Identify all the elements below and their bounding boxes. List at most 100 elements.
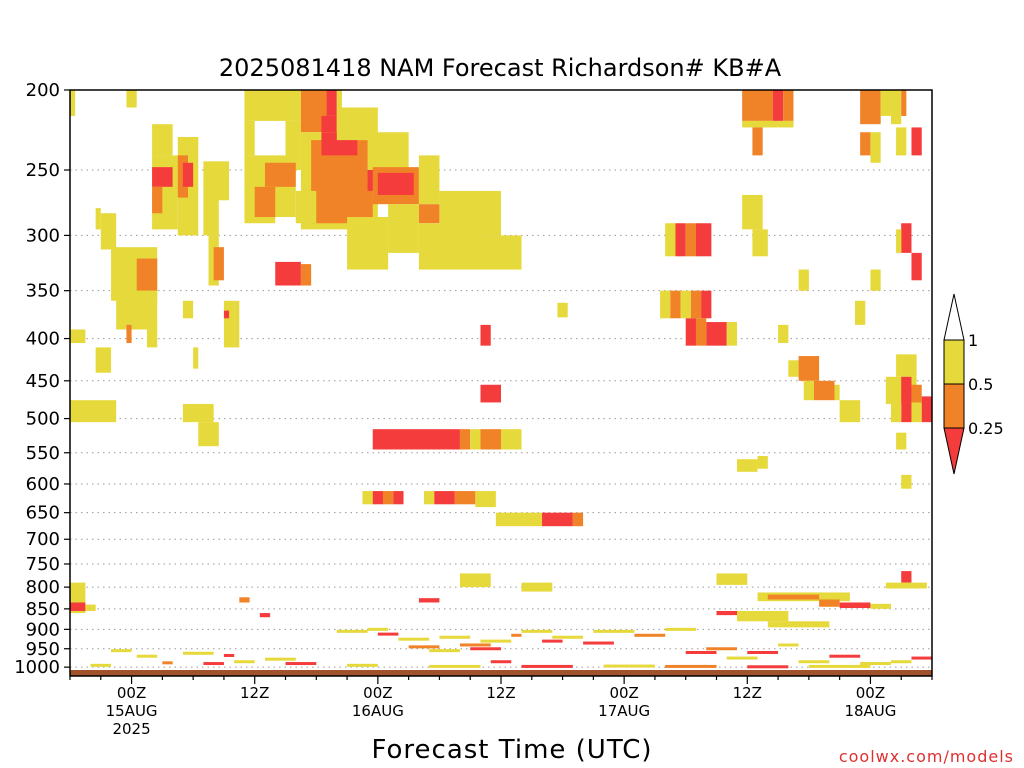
heatmap-streak — [552, 635, 584, 639]
heatmap-streak — [429, 664, 481, 668]
y-tick-label: 800 — [26, 577, 60, 598]
heatmap-cell — [501, 429, 522, 450]
legend-colorbar: 1 0.5 0.25 — [943, 293, 1004, 475]
heatmap-cell — [839, 400, 861, 423]
heatmap-cell — [670, 290, 681, 319]
heatmap-cells — [70, 90, 932, 669]
x-tick-label: 00Z — [609, 684, 638, 702]
heatmap-streak — [685, 651, 717, 655]
heatmap-cell — [347, 217, 389, 270]
heatmap-cell — [572, 512, 584, 527]
heatmap-streak — [429, 649, 460, 653]
y-tick-label: 600 — [26, 474, 60, 495]
heatmap-cell — [234, 300, 240, 348]
y-tick-label: 900 — [26, 619, 60, 640]
heatmap-streak — [470, 647, 501, 651]
heatmap-cell — [239, 597, 250, 603]
heatmap-cell — [819, 599, 840, 607]
heatmap-cell — [798, 269, 809, 291]
heatmap-cell — [742, 90, 773, 121]
heatmap-cell — [901, 402, 912, 423]
heatmap-cell — [726, 322, 738, 346]
x-tick-label: 18AUG — [844, 702, 896, 720]
heatmap-cell — [701, 290, 712, 319]
legend-top-triangle — [943, 293, 965, 341]
y-tick-label: 700 — [26, 529, 60, 550]
heatmap-cell — [152, 186, 163, 214]
heatmap-cell — [695, 318, 707, 346]
heatmap-cell — [336, 90, 342, 108]
heatmap-cell — [326, 90, 337, 116]
heatmap-cell — [424, 491, 435, 505]
heatmap-streak — [162, 661, 173, 665]
heatmap-cell — [911, 384, 922, 404]
heatmap-streak — [747, 665, 789, 669]
heatmap-cell — [182, 300, 194, 319]
heatmap-cell — [860, 90, 881, 125]
heatmap-cell — [295, 190, 317, 224]
x-tick-label: 12Z — [486, 684, 515, 702]
heatmap-cell — [70, 400, 117, 423]
heatmap-cell — [182, 403, 214, 423]
heatmap-streak — [747, 651, 779, 655]
heatmap-streak — [665, 627, 696, 631]
heatmap-cell — [264, 162, 296, 187]
heatmap-cell — [542, 512, 573, 527]
heatmap-cell — [737, 610, 789, 622]
heatmap-cell — [475, 491, 496, 508]
heatmap-cell — [372, 491, 383, 505]
heatmap-cell — [116, 290, 158, 330]
heatmap-streak — [90, 663, 112, 667]
heatmap-cell — [152, 124, 173, 156]
heatmap-cell — [860, 132, 871, 156]
grid-lines — [70, 169, 932, 668]
heatmap-streak — [111, 649, 132, 653]
heatmap-cell — [557, 302, 568, 318]
heatmap-streak — [203, 662, 224, 666]
heatmap-streak — [890, 660, 912, 664]
heatmap-cell — [300, 264, 312, 286]
heatmap-cell — [152, 167, 173, 187]
heatmap-cell — [798, 356, 820, 381]
x-axis-label: Forecast Time (UTC) — [371, 735, 652, 765]
heatmap-cell — [896, 432, 907, 450]
heatmap-cell — [896, 127, 907, 156]
heatmap-cell — [367, 132, 409, 171]
heatmap-cell — [896, 354, 917, 377]
heatmap-cell — [434, 491, 455, 505]
heatmap-streak — [377, 632, 399, 636]
heatmap-streak — [706, 647, 738, 651]
heatmap-cell — [870, 603, 891, 609]
y-tick-label: 500 — [26, 409, 60, 430]
x-tick-label: 12Z — [733, 684, 762, 702]
heatmap-cell — [459, 573, 491, 588]
heatmap-cell — [259, 613, 271, 618]
heatmap-cell — [901, 474, 912, 489]
heatmap-streak — [336, 629, 368, 633]
heatmap-cell — [418, 598, 440, 603]
heatmap-cell — [95, 208, 101, 230]
legend-label: 1 — [968, 331, 978, 350]
heatmap-streak — [726, 656, 758, 660]
heatmap-streak — [439, 635, 471, 639]
heatmap-cell — [480, 429, 501, 450]
heatmap-cell — [393, 491, 404, 505]
heatmap-streak — [521, 664, 573, 668]
heatmap-cell — [665, 223, 676, 257]
heatmap-cell — [788, 360, 799, 377]
heatmap-cell — [695, 223, 712, 257]
heatmap-cell — [901, 376, 912, 403]
ground-surface-band — [70, 670, 932, 676]
heatmap-streak — [808, 664, 871, 668]
heatmap-cell — [146, 324, 158, 348]
chart-title: 2025081418 NAM Forecast Richardson# KB#A — [219, 54, 782, 82]
heatmap-cell — [203, 197, 219, 236]
heatmap-cell — [480, 384, 501, 403]
heatmap-streak — [367, 627, 389, 631]
heatmap-cell — [813, 380, 835, 401]
y-tick-label: 550 — [26, 443, 60, 464]
heatmap-cell — [495, 512, 543, 527]
x-tick-label: 00Z — [363, 684, 392, 702]
heatmap-cell — [418, 155, 440, 205]
